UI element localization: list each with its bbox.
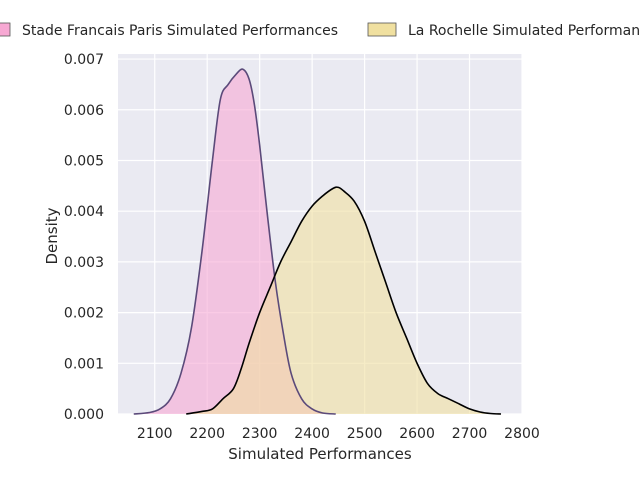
x-tick-label: 2400 <box>294 426 330 442</box>
legend-swatch-stade-francais <box>0 22 11 37</box>
x-tick-label: 2700 <box>452 426 488 442</box>
legend-swatch-la-rochelle <box>367 22 397 37</box>
legend-label-la-rochelle: La Rochelle Simulated Performances <box>408 23 640 39</box>
y-tick-label: 0.006 <box>64 103 104 119</box>
density-line-la-rochelle <box>186 186 502 415</box>
x-axis-label: Simulated Performances <box>228 445 412 463</box>
legend-label-stade-francais: Stade Francais Paris Simulated Performan… <box>22 23 338 39</box>
x-tick-label: 2100 <box>137 426 173 442</box>
y-tick-label: 0.000 <box>64 407 104 423</box>
density-area-la-rochelle <box>186 187 502 414</box>
y-tick-label: 0.007 <box>64 52 104 68</box>
series-layer <box>133 68 502 415</box>
x-tick-label: 2200 <box>189 426 225 442</box>
x-tick-label: 2600 <box>399 426 435 442</box>
x-tick-label: 2800 <box>504 426 540 442</box>
y-tick-label: 0.004 <box>64 204 104 220</box>
x-tick-label: 2300 <box>242 426 278 442</box>
density-line-stade-francais <box>133 68 336 415</box>
density-area-stade-francais <box>133 69 336 414</box>
tick-labels: 2100 2200 2300 2400 2500 2600 2700 2800 0.000 0.0… <box>64 52 540 442</box>
legend: Stade Francais Paris Simulated Performan… <box>0 22 640 39</box>
x-tick-label: 2500 <box>347 426 383 442</box>
y-tick-label: 0.001 <box>64 356 104 372</box>
y-tick-label: 0.003 <box>64 255 104 271</box>
y-tick-label: 0.002 <box>64 306 104 322</box>
y-axis-label: Density <box>43 207 61 264</box>
y-tick-label: 0.005 <box>64 153 104 169</box>
